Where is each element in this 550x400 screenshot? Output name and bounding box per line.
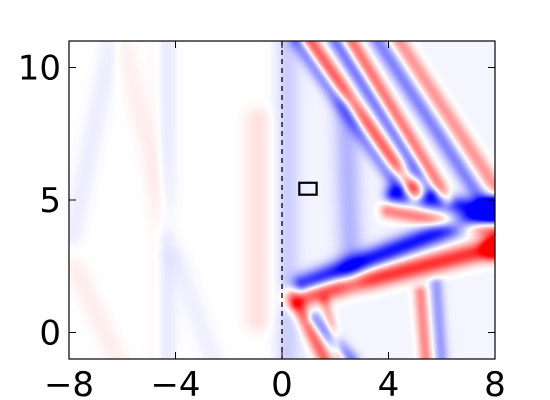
x-tick-label: −8: [44, 365, 94, 400]
y-tick-label: 5: [39, 181, 61, 221]
overlay-layer: [281, 41, 318, 359]
x-tick-label: 0: [271, 365, 293, 400]
y-tick-label: 10: [18, 49, 61, 89]
y-tick-label: 0: [39, 314, 61, 354]
x-tick-label: −4: [150, 365, 200, 400]
x-tick-label: 8: [484, 365, 506, 400]
ticks-layer: −8 −4 0 4 8 0 5 10: [18, 41, 506, 400]
marker-box: [298, 181, 318, 196]
x-tick-label: 4: [378, 365, 400, 400]
